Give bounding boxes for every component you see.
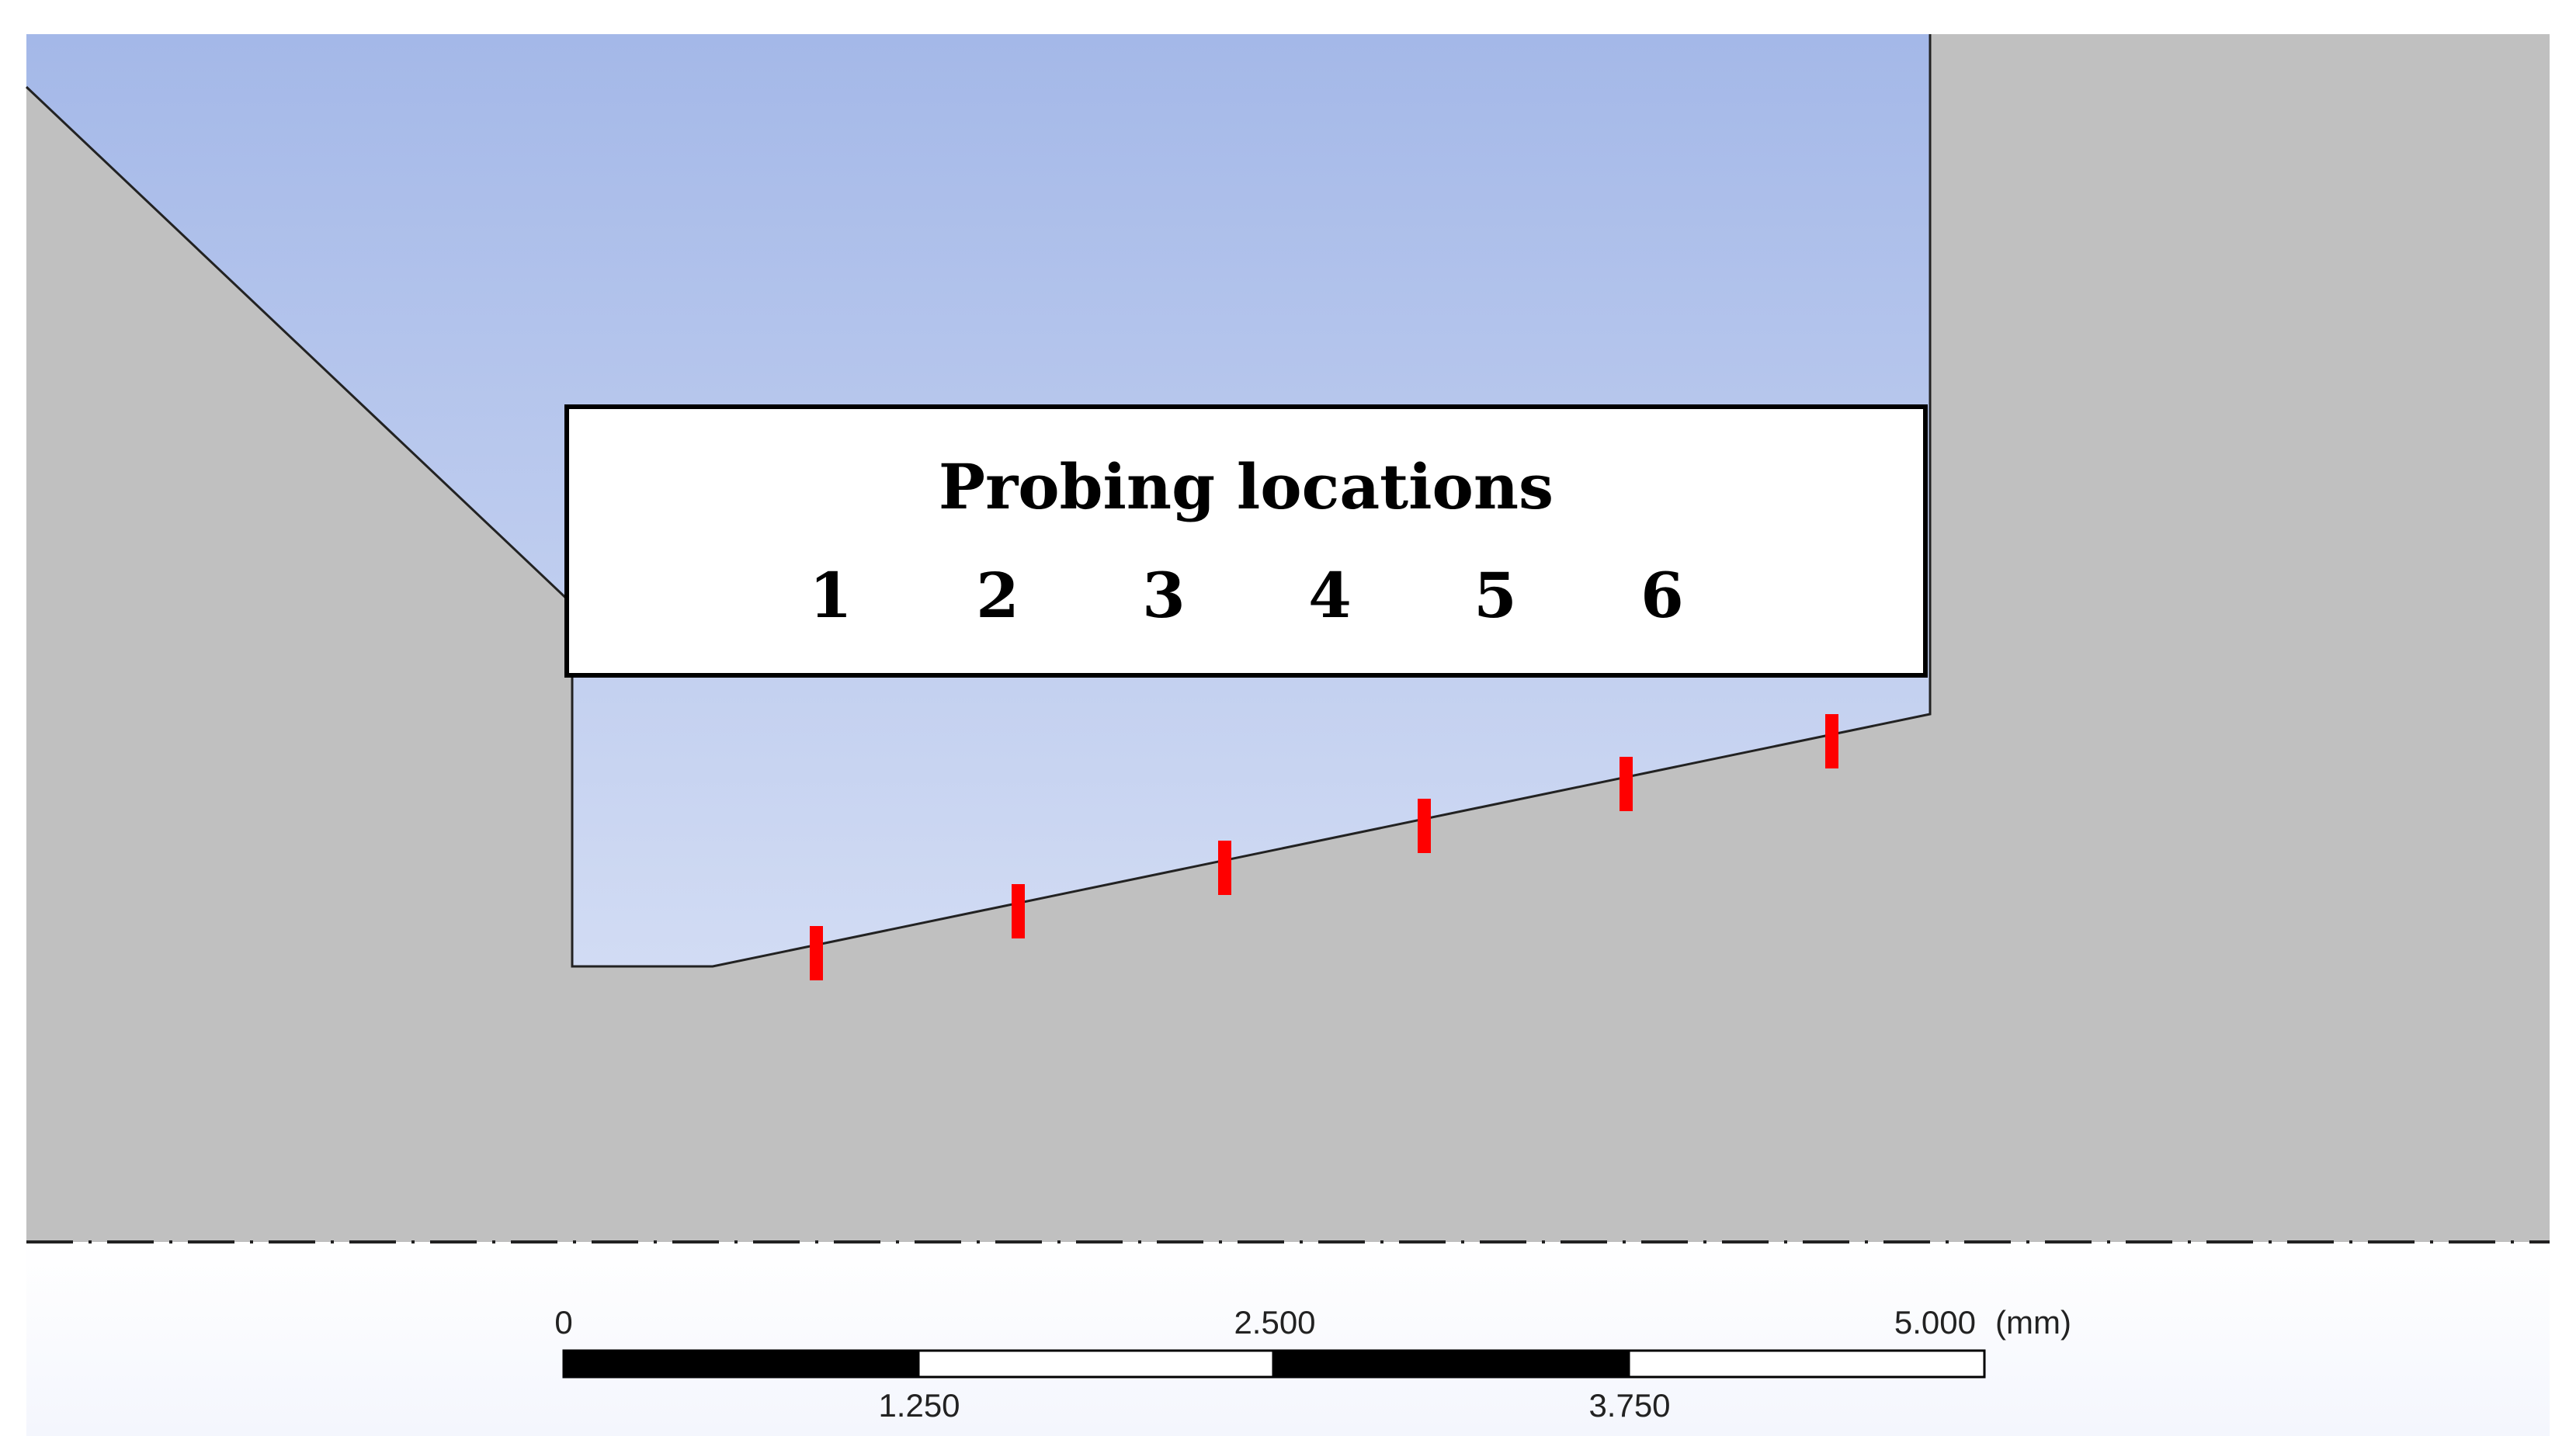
legend-number-6: 6 <box>1640 559 1684 632</box>
scale-bar: 0 2.500 5.000 (mm) 1.250 3.750 <box>554 1304 2071 1424</box>
probe-marker-3 <box>1218 841 1231 895</box>
legend-number-3: 3 <box>1142 559 1186 632</box>
scale-segment-1 <box>562 1349 920 1379</box>
scale-segment-4 <box>1627 1349 1986 1379</box>
probe-marker-1 <box>810 926 823 980</box>
probe-marker-2 <box>1012 884 1025 938</box>
legend-number-5: 5 <box>1474 559 1517 632</box>
probe-markers <box>810 714 1838 980</box>
scale-unit: (mm) <box>1995 1304 2071 1341</box>
probe-marker-6 <box>1825 714 1838 768</box>
legend-title: Probing locations <box>939 450 1554 523</box>
scale-label-2500: 2.500 <box>1234 1304 1315 1341</box>
probe-legend: Probing locations 1 2 3 4 5 6 <box>564 404 1928 678</box>
legend-number-1: 1 <box>809 559 852 632</box>
scale-label-3750: 3.750 <box>1588 1387 1670 1424</box>
legend-number-2: 2 <box>976 559 1019 632</box>
scale-label-1250: 1.250 <box>878 1387 960 1424</box>
scale-label-0: 0 <box>554 1304 572 1341</box>
probe-marker-5 <box>1620 757 1633 811</box>
solid-body <box>26 34 2550 1242</box>
legend-number-4: 4 <box>1308 559 1352 632</box>
probe-marker-4 <box>1418 799 1431 853</box>
scale-label-5000: 5.000 <box>1894 1304 1976 1341</box>
wall-outline <box>25 34 1932 968</box>
scale-segment-2 <box>917 1349 1275 1379</box>
scale-segment-3 <box>1272 1349 1630 1379</box>
footer-background <box>26 1240 2550 1436</box>
legend-box <box>564 404 1928 678</box>
